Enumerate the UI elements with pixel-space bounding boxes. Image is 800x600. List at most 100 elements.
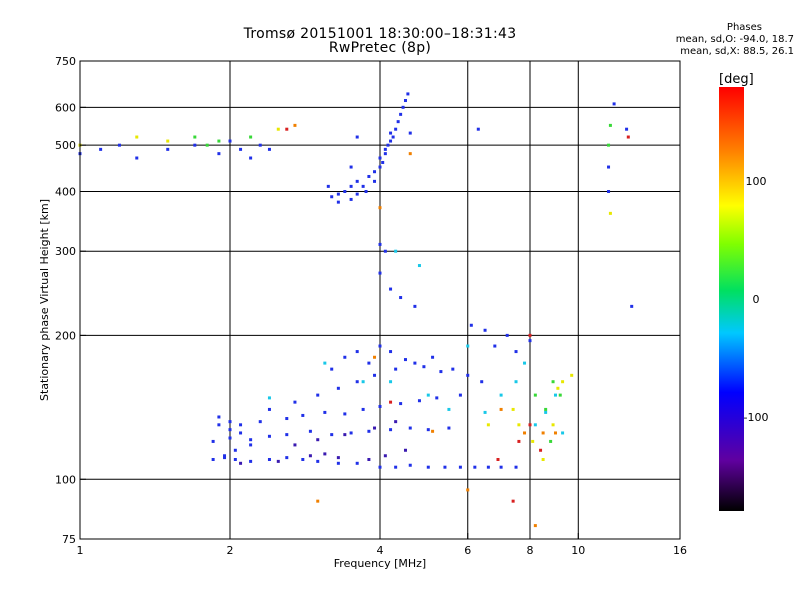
- data-point: [403, 448, 407, 452]
- data-point: [378, 271, 382, 275]
- data-point: [499, 407, 503, 411]
- data-point: [517, 439, 521, 443]
- data-point: [99, 147, 103, 151]
- data-point: [349, 197, 353, 201]
- data-point: [607, 189, 611, 193]
- data-point: [486, 465, 490, 469]
- data-point: [249, 459, 253, 463]
- data-point: [378, 465, 382, 469]
- data-point: [499, 465, 503, 469]
- data-point: [293, 443, 297, 447]
- axis-ticks: 1 2 4 6 8 10 16 75 100 200 300 400 500 600 750: [55, 55, 687, 557]
- data-point: [608, 123, 612, 127]
- data-point: [355, 350, 359, 354]
- data-point: [394, 465, 398, 469]
- data-point: [386, 143, 390, 147]
- data-point: [417, 264, 421, 268]
- y-tick-label: 300: [55, 245, 76, 258]
- colorbar-tick-label: 0: [753, 293, 760, 306]
- data-point: [193, 135, 197, 139]
- data-point: [367, 174, 371, 178]
- colorbar-tick-label: -100: [744, 411, 769, 424]
- data-point: [451, 367, 455, 371]
- data-point: [447, 426, 451, 430]
- data-point: [378, 404, 382, 408]
- data-point: [383, 152, 387, 156]
- data-point: [408, 463, 412, 467]
- data-point: [211, 439, 215, 443]
- data-point: [233, 457, 237, 461]
- data-point: [413, 304, 417, 308]
- data-point: [211, 457, 215, 461]
- phase-stats: Phases mean, sd,O: -94.0, 18.7 mean, sd,…: [676, 22, 794, 58]
- data-point: [293, 123, 297, 127]
- data-point: [483, 410, 487, 414]
- data-point: [378, 156, 382, 160]
- data-point: [193, 143, 197, 147]
- data-point: [399, 112, 403, 116]
- data-point: [625, 127, 629, 131]
- x-tick-label: 6: [464, 544, 471, 557]
- data-point: [514, 350, 518, 354]
- data-point: [223, 456, 227, 460]
- data-point: [458, 465, 462, 469]
- data-point: [217, 423, 221, 427]
- data-point: [403, 358, 407, 362]
- data-point: [349, 431, 353, 435]
- data-point: [301, 413, 305, 417]
- data-point: [511, 499, 515, 503]
- data-point: [533, 423, 537, 427]
- data-point: [541, 431, 545, 435]
- data-point: [355, 380, 359, 384]
- data-point: [561, 380, 565, 384]
- x-tick-label: 8: [527, 544, 534, 557]
- data-point: [389, 287, 393, 291]
- data-point: [383, 147, 387, 151]
- data-point: [391, 135, 395, 139]
- data-point: [361, 184, 365, 188]
- data-point: [394, 249, 398, 253]
- data-point: [373, 179, 377, 183]
- data-point: [426, 428, 430, 432]
- data-point: [285, 456, 289, 460]
- data-point: [394, 367, 398, 371]
- data-point: [544, 407, 548, 411]
- y-tick-label: 75: [62, 533, 76, 546]
- data-point: [349, 165, 353, 169]
- data-point: [389, 131, 393, 135]
- data-point: [258, 143, 262, 147]
- data-point: [373, 373, 377, 377]
- data-point: [228, 428, 232, 432]
- data-point: [383, 454, 387, 458]
- data-point: [367, 361, 371, 365]
- x-tick-label: 1: [77, 544, 84, 557]
- data-point: [466, 373, 470, 377]
- data-point: [249, 156, 253, 160]
- data-point: [528, 423, 532, 427]
- data-point: [413, 361, 417, 365]
- data-point: [496, 457, 500, 461]
- data-point: [607, 165, 611, 169]
- y-tick-label: 400: [55, 185, 76, 198]
- data-point: [499, 393, 503, 397]
- data-point: [607, 143, 611, 147]
- x-tick-label: 10: [571, 544, 585, 557]
- data-point: [403, 99, 407, 103]
- data-point: [316, 393, 320, 397]
- data-point: [217, 415, 221, 419]
- y-tick-label: 600: [55, 101, 76, 114]
- data-point: [326, 184, 330, 188]
- data-point: [330, 195, 334, 199]
- data-point: [493, 344, 497, 348]
- data-point: [561, 431, 565, 435]
- data-point: [612, 102, 616, 106]
- data-point: [267, 434, 271, 438]
- data-point: [343, 433, 347, 437]
- data-point: [343, 189, 347, 193]
- data-point: [323, 410, 327, 414]
- data-point: [285, 417, 289, 421]
- chart-subtitle: RwPretec (8p): [328, 40, 432, 56]
- data-point: [117, 143, 121, 147]
- data-point: [458, 393, 462, 397]
- data-point: [431, 355, 435, 359]
